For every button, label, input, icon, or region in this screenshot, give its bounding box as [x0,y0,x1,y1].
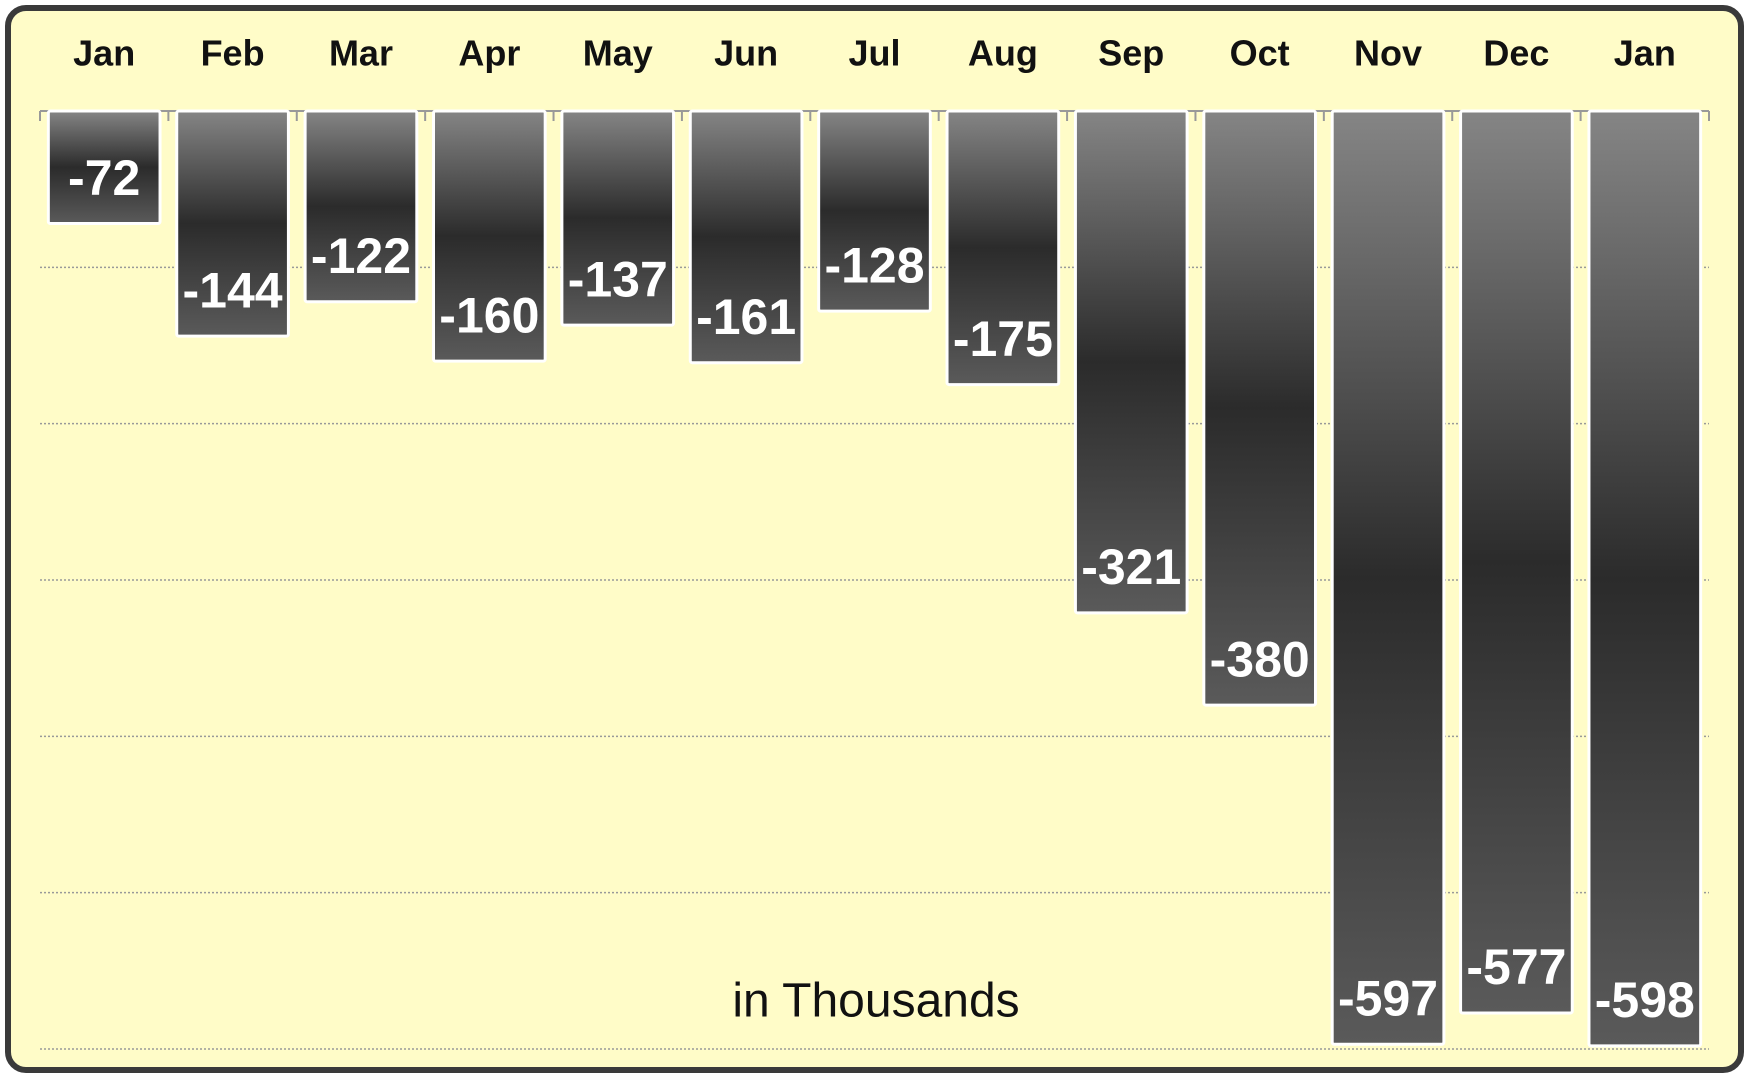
value-label: -128 [824,237,924,293]
x-tick-label: Sep [1098,33,1164,74]
bar [431,109,547,363]
x-tick-label: May [583,33,653,74]
bar [46,109,162,226]
x-tick-label: Jul [848,33,900,74]
value-label: -597 [1338,971,1438,1027]
value-label: -122 [311,228,411,284]
value-label: -160 [439,287,539,343]
bar [175,109,290,338]
x-tick-label: Dec [1483,33,1549,74]
bar [560,109,676,327]
x-tick-label: Nov [1354,33,1422,74]
value-label: -598 [1595,972,1695,1028]
value-label: -137 [568,251,668,307]
x-tick-label: Jan [1614,33,1676,74]
x-tick-label: Oct [1230,33,1290,74]
value-label: -144 [183,262,283,318]
x-tick-label: Jun [714,33,778,74]
bar [303,109,419,304]
x-tick-label: Feb [201,33,265,74]
x-tick-label: Apr [458,33,520,74]
bar [1330,109,1446,1046]
value-label: -175 [953,311,1053,367]
value-label: -380 [1210,631,1310,687]
value-label: -161 [696,289,796,345]
bar [945,109,1061,387]
bar [817,109,932,313]
value-label: -72 [68,150,140,206]
value-label: -321 [1081,539,1181,595]
bar [688,109,804,365]
x-tick-label: Jan [73,33,135,74]
x-tick-label: Aug [968,33,1038,74]
x-tick-label: Mar [329,33,393,74]
bar [1587,109,1703,1048]
annotation: in Thousands [732,975,1019,1028]
bar [1073,109,1189,615]
bar [1459,109,1574,1015]
bar [1202,109,1318,707]
value-label: -577 [1466,939,1566,995]
